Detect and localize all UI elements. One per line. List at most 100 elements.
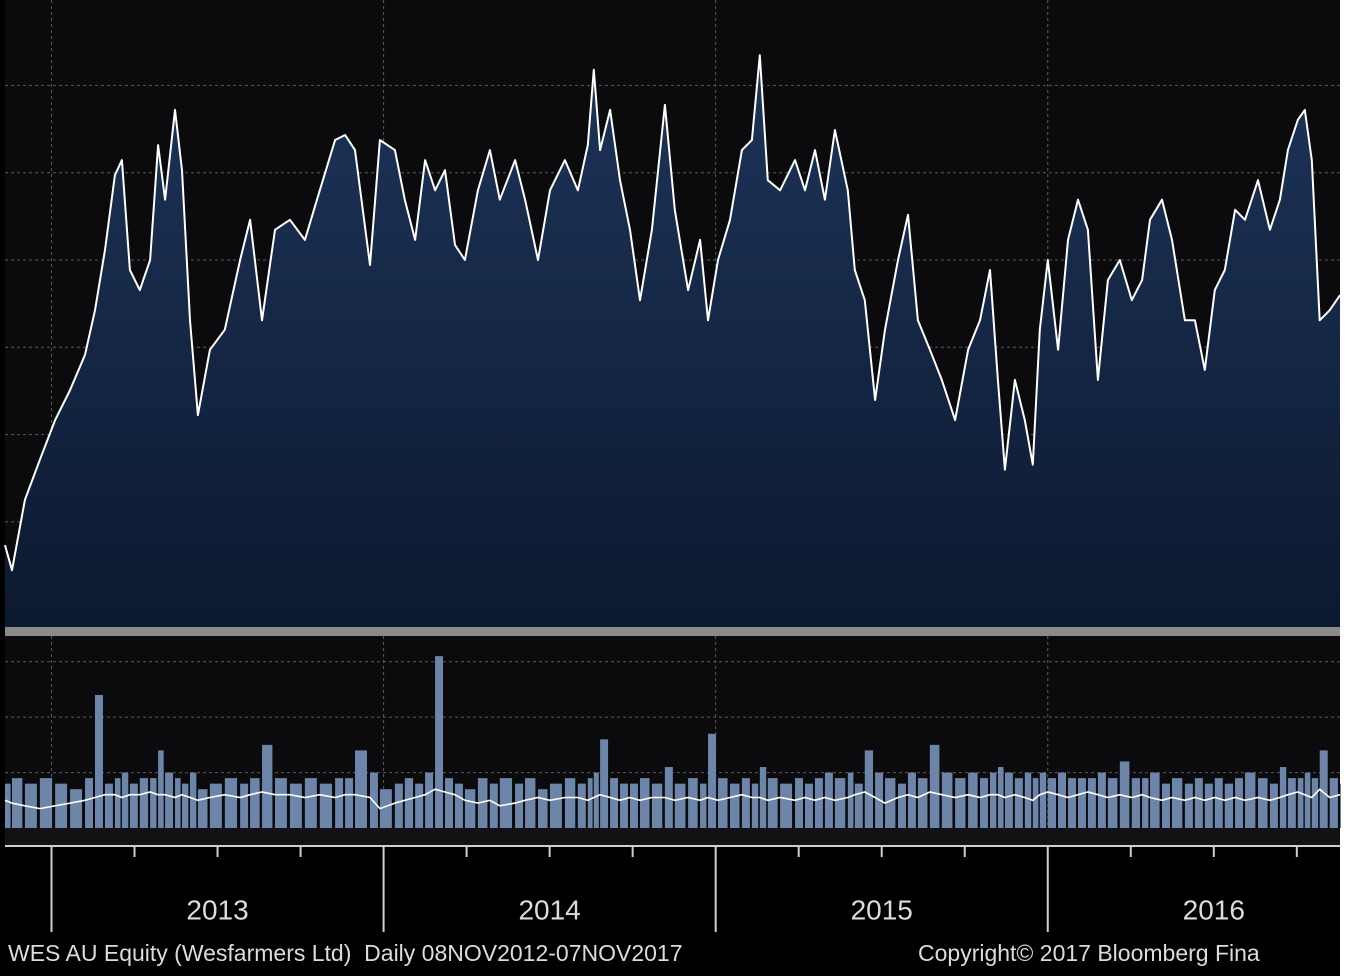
volume-bar bbox=[525, 778, 536, 828]
volume-bar bbox=[795, 778, 804, 828]
volume-bar bbox=[435, 656, 444, 828]
volume-bar bbox=[209, 783, 222, 828]
volume-bar bbox=[600, 739, 609, 828]
volume-bar bbox=[989, 772, 997, 828]
volume-bar bbox=[454, 783, 463, 828]
volume-bar bbox=[369, 772, 378, 828]
volume-bar bbox=[1204, 783, 1213, 828]
volume-bar bbox=[805, 783, 813, 828]
volume-bar bbox=[674, 783, 686, 828]
volume-bar bbox=[688, 778, 698, 828]
volume-bar bbox=[1235, 778, 1244, 828]
volume-bar bbox=[1304, 772, 1311, 828]
volume-bar bbox=[593, 772, 599, 828]
volume-bar bbox=[968, 772, 978, 828]
volume-bar bbox=[1024, 772, 1032, 828]
volume-bar bbox=[274, 778, 287, 828]
volume-bar bbox=[917, 778, 928, 828]
volume-bar bbox=[610, 778, 619, 828]
volume-bar bbox=[1068, 778, 1076, 828]
volume-bar bbox=[1297, 778, 1304, 828]
volume-bar bbox=[1171, 778, 1183, 828]
volume-bar bbox=[114, 778, 121, 828]
volume-bar bbox=[1032, 778, 1039, 828]
volume-bar bbox=[489, 783, 498, 828]
volume-bar bbox=[129, 783, 138, 828]
volume-bar bbox=[729, 783, 740, 828]
volume-bar bbox=[394, 783, 403, 828]
volume-bar bbox=[955, 778, 966, 828]
volume-bar bbox=[464, 789, 476, 828]
volume-bar bbox=[197, 789, 208, 828]
x-tick-label: 2013 bbox=[186, 894, 248, 925]
volume-bar bbox=[1269, 783, 1278, 828]
volume-bar bbox=[175, 778, 181, 828]
volume-bar bbox=[664, 767, 673, 828]
volume-bar bbox=[700, 783, 707, 828]
volume-bar bbox=[1097, 772, 1106, 828]
volume-bar bbox=[250, 778, 260, 828]
volume-bar bbox=[515, 783, 524, 828]
volume-bar bbox=[355, 750, 367, 828]
volume-bar bbox=[1004, 772, 1013, 828]
volume-bar bbox=[751, 783, 759, 828]
volume-bar bbox=[864, 750, 874, 828]
volume-bar bbox=[834, 778, 846, 828]
volume-bar bbox=[639, 778, 650, 828]
volume-base-band bbox=[5, 828, 1340, 846]
volume-bar bbox=[477, 778, 488, 828]
footer-right: Copyright© 2017 Bloomberg Fina bbox=[918, 940, 1260, 966]
price-line bbox=[4, 54, 1341, 572]
volume-bar bbox=[379, 789, 392, 828]
volume-bar bbox=[240, 783, 249, 828]
price-area bbox=[5, 55, 1340, 629]
volume-bar bbox=[1287, 778, 1296, 828]
volume-bar bbox=[929, 744, 940, 828]
volume-bar bbox=[907, 772, 916, 828]
volume-bar bbox=[1058, 772, 1067, 828]
volume-bar bbox=[224, 778, 238, 828]
volume-bar bbox=[1131, 778, 1141, 828]
volume-bar bbox=[1039, 772, 1047, 828]
volume-bar bbox=[1150, 772, 1160, 828]
volume-bar bbox=[1142, 778, 1149, 828]
volume-bar bbox=[1184, 783, 1193, 828]
volume-bar bbox=[1119, 761, 1130, 828]
volume-bar bbox=[708, 733, 717, 828]
volume-bar bbox=[1107, 778, 1118, 828]
volume-bar bbox=[629, 783, 638, 828]
volume-bar bbox=[577, 783, 586, 828]
volume-bar bbox=[182, 783, 189, 828]
volume-bar bbox=[158, 750, 164, 828]
volume-bar bbox=[1194, 778, 1203, 828]
volume-bar bbox=[1279, 767, 1287, 828]
volume-bar bbox=[150, 778, 157, 828]
volume-bar bbox=[5, 783, 11, 828]
volume-bar bbox=[445, 778, 453, 828]
x-tick-label: 2014 bbox=[518, 894, 580, 925]
volume-bar bbox=[499, 778, 513, 828]
volume-bar bbox=[165, 772, 174, 828]
volume-bar bbox=[121, 772, 129, 828]
volume-bar bbox=[1329, 778, 1338, 828]
volume-bar bbox=[304, 778, 317, 828]
volume-bar bbox=[139, 778, 149, 828]
volume-bar bbox=[1087, 778, 1096, 828]
volume-bar bbox=[997, 767, 1004, 828]
volume-bar bbox=[24, 783, 37, 828]
volume-bar bbox=[1245, 772, 1256, 828]
volume-bar bbox=[814, 778, 823, 828]
volume-bar bbox=[289, 783, 302, 828]
volume-bar bbox=[425, 772, 434, 828]
volume-bar bbox=[897, 783, 906, 828]
volume-bar bbox=[1311, 778, 1319, 828]
volume-bar bbox=[70, 789, 83, 828]
volume-bar bbox=[319, 783, 333, 828]
volume-bar bbox=[1162, 783, 1170, 828]
volume-bar bbox=[39, 778, 53, 828]
volume-bar bbox=[85, 778, 94, 828]
volume-bar bbox=[538, 789, 548, 828]
volume-bar bbox=[1257, 778, 1268, 828]
